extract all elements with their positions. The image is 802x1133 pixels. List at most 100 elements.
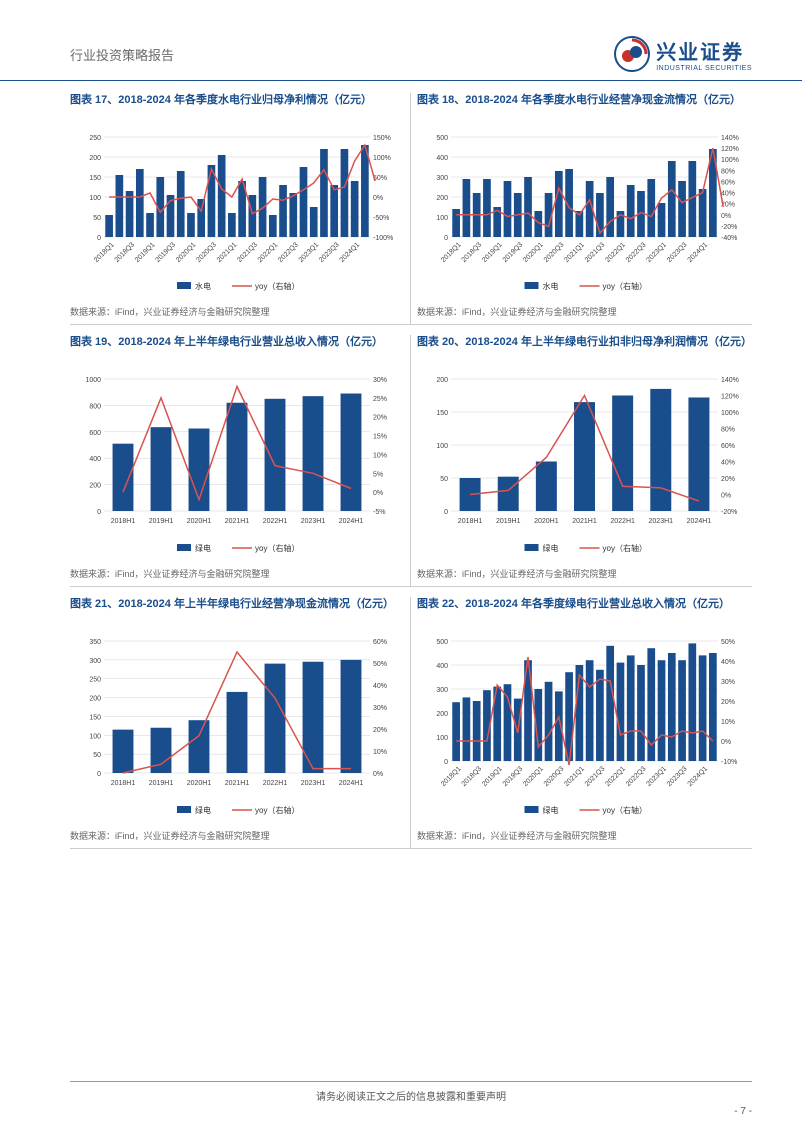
svg-text:20%: 20% [721,699,735,706]
footer-disclaimer: 请务必阅读正文之后的信息披露和重要声明 [316,1092,506,1103]
svg-text:2020Q3: 2020Q3 [543,241,566,264]
svg-text:200: 200 [436,195,448,202]
svg-text:1000: 1000 [85,377,101,384]
svg-text:10%: 10% [721,719,735,726]
svg-text:2020H1: 2020H1 [187,780,212,787]
svg-text:yoy（右轴）: yoy（右轴） [603,281,647,291]
svg-text:30%: 30% [373,377,387,384]
svg-text:250: 250 [89,677,101,684]
svg-text:2024H1: 2024H1 [339,518,364,525]
page-footer: 请务必阅读正文之后的信息披露和重要声明 - 7 - [70,1081,752,1103]
svg-text:2023H1: 2023H1 [649,518,674,525]
svg-text:80%: 80% [721,427,735,434]
svg-text:100%: 100% [373,155,391,162]
svg-text:40%: 40% [721,191,735,198]
svg-text:-5%: -5% [373,509,385,516]
chart-22: 0100200300400500-10%0%10%20%30%40%50%201… [417,633,752,823]
svg-text:2018H1: 2018H1 [111,518,136,525]
svg-text:0%: 0% [373,195,383,202]
svg-text:20%: 20% [373,415,387,422]
svg-text:-50%: -50% [373,215,389,222]
logo-text-en: INDUSTRIAL SECURITIES [656,65,752,72]
svg-text:50: 50 [93,752,101,759]
svg-text:50: 50 [440,476,448,483]
svg-text:100: 100 [436,735,448,742]
chart-21-source: 数据来源：iFind，兴业证券经济与金融研究院整理 [70,829,404,842]
svg-text:2020Q1: 2020Q1 [522,765,545,788]
svg-text:140%: 140% [721,377,739,384]
svg-text:10%: 10% [373,749,387,756]
chart-17-title: 图表 17、2018-2024 年各季度水电行业归母净利情况（亿元） [70,93,404,125]
svg-text:120%: 120% [721,394,739,401]
svg-text:yoy（右轴）: yoy（右轴） [603,543,647,553]
svg-text:绿电: 绿电 [543,543,559,553]
svg-text:400: 400 [436,155,448,162]
svg-text:2021Q1: 2021Q1 [216,241,239,264]
svg-text:20%: 20% [721,476,735,483]
svg-text:2018H1: 2018H1 [458,518,483,525]
svg-text:2022Q3: 2022Q3 [625,241,648,264]
svg-text:2023Q1: 2023Q1 [298,241,321,264]
svg-text:2019Q3: 2019Q3 [502,241,525,264]
svg-text:120%: 120% [721,146,739,153]
svg-text:50%: 50% [373,661,387,668]
svg-text:2024Q1: 2024Q1 [339,241,362,264]
svg-text:2023Q3: 2023Q3 [318,241,341,264]
chart-19-cell: 图表 19、2018-2024 年上半年绿电行业营业总收入情况（亿元） 0200… [70,335,411,587]
svg-text:2018Q1: 2018Q1 [93,241,116,264]
svg-text:2021Q3: 2021Q3 [584,765,607,788]
svg-text:2022Q1: 2022Q1 [604,765,627,788]
svg-text:40%: 40% [721,460,735,467]
svg-text:绿电: 绿电 [195,805,211,815]
chart-20-title: 图表 20、2018-2024 年上半年绿电行业扣非归母净利润情况（亿元） [417,335,752,367]
svg-text:0: 0 [97,235,101,242]
svg-text:15%: 15% [373,434,387,441]
svg-text:2022H1: 2022H1 [263,518,288,525]
svg-text:60%: 60% [721,443,735,450]
chart-22-source: 数据来源：iFind，兴业证券经济与金融研究院整理 [417,829,752,842]
svg-text:2021Q1: 2021Q1 [563,765,586,788]
svg-text:150: 150 [89,714,101,721]
svg-text:2022Q1: 2022Q1 [257,241,280,264]
svg-text:-20%: -20% [721,224,737,231]
svg-text:水电: 水电 [195,281,211,291]
svg-text:30%: 30% [373,705,387,712]
chart-20: 050100150200-20%0%20%40%60%80%100%120%14… [417,371,752,561]
company-logo: 兴业证券 INDUSTRIAL SECURITIES [614,36,752,72]
logo-icon [614,36,650,72]
chart-18-source: 数据来源：iFind，兴业证券经济与金融研究院整理 [417,305,752,318]
chart-17-source: 数据来源：iFind，兴业证券经济与金融研究院整理 [70,305,404,318]
svg-text:2022Q1: 2022Q1 [604,241,627,264]
chart-19-source: 数据来源：iFind，兴业证券经济与金融研究院整理 [70,567,404,580]
svg-text:2020Q1: 2020Q1 [522,241,545,264]
svg-text:-20%: -20% [721,509,737,516]
svg-text:150%: 150% [373,135,391,142]
svg-text:100%: 100% [721,410,739,417]
chart-19: 02004006008001000-5%0%5%10%15%20%25%30%2… [70,371,404,561]
chart-22-cell: 图表 22、2018-2024 年各季度绿电行业营业总收入情况（亿元） 0100… [411,597,752,849]
chart-21-cell: 图表 21、2018-2024 年上半年绿电行业经营净现金流情况（亿元） 050… [70,597,411,849]
svg-text:0: 0 [444,759,448,766]
svg-text:150: 150 [89,175,101,182]
svg-text:2018Q3: 2018Q3 [114,241,137,264]
svg-text:2018Q1: 2018Q1 [440,241,463,264]
svg-text:0: 0 [444,509,448,516]
svg-text:2022Q3: 2022Q3 [277,241,300,264]
chart-21-title: 图表 21、2018-2024 年上半年绿电行业经营净现金流情况（亿元） [70,597,404,629]
svg-text:100: 100 [89,195,101,202]
svg-text:2019Q3: 2019Q3 [154,241,177,264]
svg-text:0%: 0% [373,771,383,778]
page-header: 行业投资策略报告 兴业证券 INDUSTRIAL SECURITIES [0,0,802,81]
svg-text:yoy（右轴）: yoy（右轴） [603,805,647,815]
svg-text:60%: 60% [721,179,735,186]
charts-grid: 图表 17、2018-2024 年各季度水电行业归母净利情况（亿元） 0 50 10… [0,81,802,859]
svg-text:250: 250 [89,135,101,142]
svg-text:10%: 10% [373,452,387,459]
svg-text:50%: 50% [721,639,735,646]
svg-text:100: 100 [436,215,448,222]
svg-text:0%: 0% [721,213,731,220]
svg-text:2018H1: 2018H1 [111,780,136,787]
chart-18-cell: 图表 18、2018-2024 年各季度水电行业经营净现金流情况（亿元） 010… [411,93,752,325]
logo-text-cn: 兴业证券 [656,36,744,65]
chart-17-cell: 图表 17、2018-2024 年各季度水电行业归母净利情况（亿元） 05010… [70,93,411,325]
